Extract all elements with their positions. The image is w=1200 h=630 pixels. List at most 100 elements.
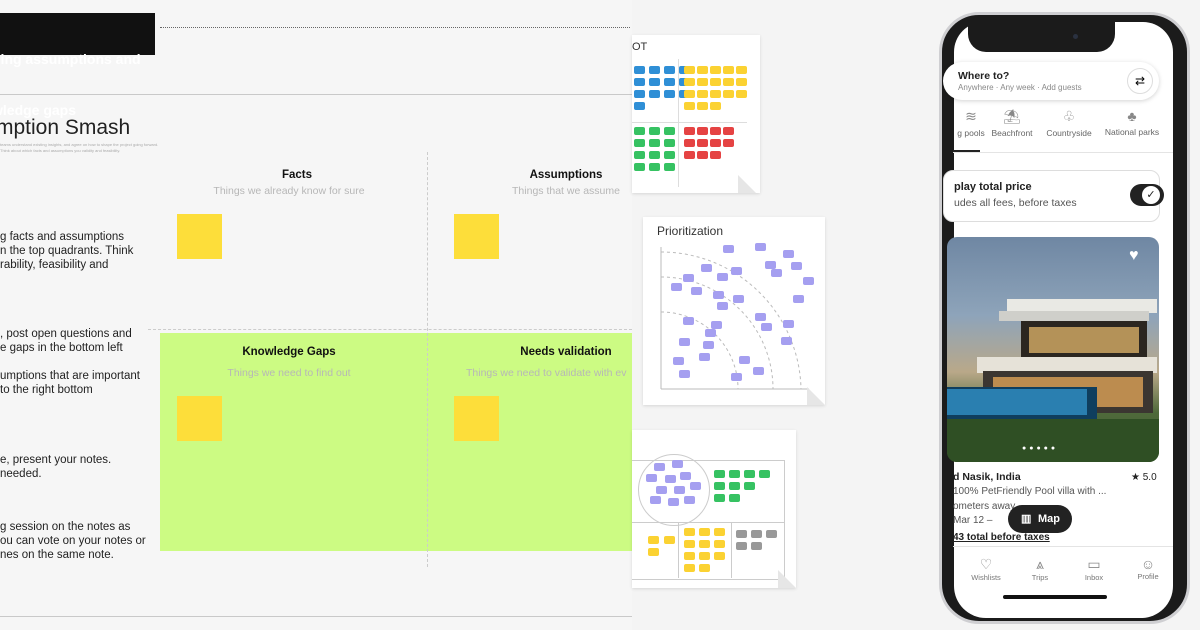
mini-sticky-note [736,90,747,98]
mini-sticky-note [729,482,740,490]
mini-sticky-note [684,90,695,98]
mini-sticky-note [731,267,742,275]
mini-sticky-note [761,323,772,331]
mini-sticky-note [717,273,728,281]
sticky-note[interactable] [454,396,499,441]
mini-sticky-note [755,243,766,251]
mini-sticky-note [713,291,724,299]
prioritization-title: Prioritization [657,224,724,238]
sticky-note[interactable] [177,214,222,259]
mini-sticky-note [684,139,695,147]
swot-card[interactable]: OT [632,35,760,193]
instruction-1: g facts and assumptions n the top quadra… [0,231,134,271]
carousel-dots[interactable]: ●●●●● [1022,445,1059,452]
banner-line-2: wledge gaps [0,102,77,118]
mini-sticky-note [654,463,665,471]
nav-wishlists[interactable]: ♡ Wishlists [966,556,1006,582]
affinity-divider-v1 [678,522,679,578]
sticky-note[interactable] [454,214,499,259]
map-button[interactable]: ▥ Map [1008,505,1072,533]
mini-sticky-note [733,295,744,303]
prioritization-card[interactable]: Prioritization [643,217,825,405]
bottom-quadrants-area [160,333,632,551]
page-fold [778,570,796,588]
category-label: g pools [957,128,985,138]
category-divider [953,152,1173,153]
category-label: National parks [1104,127,1160,137]
mini-sticky-note [684,540,695,548]
mini-sticky-note [684,528,695,536]
mini-sticky-note [714,482,725,490]
mini-sticky-note [634,66,645,74]
mini-sticky-note [664,66,675,74]
mini-sticky-note [714,470,725,478]
check-icon: ✓ [1142,186,1160,204]
mini-sticky-note [759,470,770,478]
mini-sticky-note [744,470,755,478]
nav-inbox[interactable]: ▭ Inbox [1074,556,1114,582]
category-pools[interactable]: ≋ g pools [949,108,993,138]
page-fold [807,387,825,405]
total-price-card[interactable]: play total price udes all fees, before t… [943,170,1160,222]
mini-sticky-note [646,474,657,482]
nav-profile[interactable]: ☺ Profile [1128,556,1168,581]
listing-rating: ★ 5.0 [1131,472,1157,483]
listing-photo[interactable]: ♥ ●●●●● [947,237,1159,462]
map-button-label: Map [1038,513,1060,525]
listing-description: 100% PetFriendly Pool villa with ... [953,486,1107,497]
mini-sticky-note [723,66,734,74]
villa-illustration [947,299,1159,462]
map-icon: ▥ [1021,513,1032,525]
page-fold [738,175,756,193]
listing-price[interactable]: 43 total before taxes [953,532,1050,543]
affinity-divider-v2 [731,522,732,578]
mini-sticky-note [684,552,695,560]
mini-sticky-note [649,78,660,86]
quadrant-vertical-divider [427,152,428,567]
search-bar[interactable]: Where to? Anywhere · Any week · Add gues… [943,62,1159,100]
mini-sticky-note [664,536,675,544]
mini-sticky-note [634,151,645,159]
phone-notch [968,22,1115,52]
mini-sticky-note [664,78,675,86]
affinity-card[interactable] [632,430,796,588]
mini-sticky-note [683,274,694,282]
swot-divider-v [678,59,679,187]
listing-dates: Mar 12 – [953,515,993,526]
nav-label: Wishlists [971,573,1001,582]
home-indicator [1003,595,1107,599]
nav-trips[interactable]: ⩓ Trips [1020,556,1060,582]
mini-sticky-note [729,470,740,478]
mini-sticky-note [673,357,684,365]
mini-sticky-note [699,540,710,548]
category-national-parks[interactable]: ♣ National parks [1103,108,1161,137]
board-subtitle: teams understand existing insights, and … [0,142,159,153]
mini-sticky-note [717,302,728,310]
mini-sticky-note [697,102,708,110]
mini-sticky-note [766,530,777,538]
listing-distance: ometers away [953,501,1016,512]
mini-sticky-note [697,90,708,98]
mini-sticky-note [803,277,814,285]
sticky-note[interactable] [177,396,222,441]
mini-sticky-note [684,78,695,86]
heart-icon[interactable]: ♥ [1129,247,1139,264]
category-beachfront[interactable]: ⛱ Beachfront [989,108,1035,138]
mini-sticky-note [634,90,645,98]
mini-sticky-note [710,127,721,135]
nav-divider [953,546,1173,547]
top-divider [0,94,632,95]
mini-sticky-note [656,486,667,494]
mini-sticky-note [783,250,794,258]
mini-sticky-note [710,66,721,74]
total-price-subtitle: udes all fees, before taxes [954,197,1077,209]
mini-sticky-note [649,163,660,171]
mini-sticky-note [723,245,734,253]
filter-icon[interactable]: ⇄ [1127,68,1153,94]
mini-sticky-note [665,475,676,483]
category-countryside[interactable]: ♧ Countryside [1043,108,1095,138]
mini-sticky-note [664,151,675,159]
quadrant-gaps-title: Knowledge Gaps [242,346,336,358]
category-label: Beachfront [991,128,1033,138]
whiteboard-panel: ping assumptions and wledge gaps mption … [0,13,632,617]
